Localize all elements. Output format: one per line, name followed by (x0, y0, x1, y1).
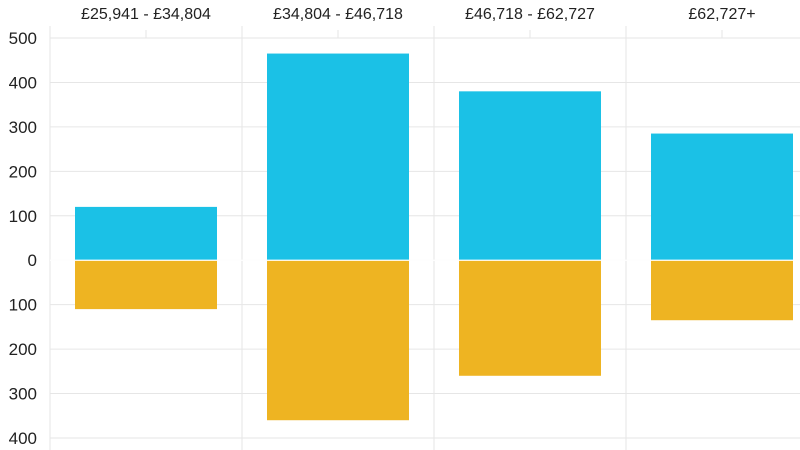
y-axis-ticks: 500 400 300 200 100 0 100 200 300 400 (9, 29, 37, 448)
bars (50, 53, 800, 421)
category-labels: £25,941 - £34,804 £34,804 - £46,718 £46,71… (81, 6, 756, 23)
y-tick-label: 500 (9, 29, 37, 48)
y-tick-label: 200 (9, 340, 37, 359)
y-tick-label: 300 (9, 118, 37, 137)
category-label: £34,804 - £46,718 (273, 6, 403, 23)
bar (267, 53, 409, 261)
y-tick-label: 100 (9, 296, 37, 315)
y-tick-label: 400 (9, 73, 37, 92)
category-label: £46,718 - £62,727 (465, 6, 595, 23)
y-tick-label: 300 (9, 385, 37, 404)
bar (75, 260, 217, 310)
y-tick-label: 200 (9, 162, 37, 181)
y-tick-label: 100 (9, 207, 37, 226)
bar (459, 91, 601, 261)
category-label: £25,941 - £34,804 (81, 6, 211, 23)
bar (459, 260, 601, 376)
y-tick-label: 400 (9, 429, 37, 448)
bar (651, 260, 793, 321)
bar (651, 133, 793, 261)
bar (75, 206, 217, 261)
category-label: £62,727+ (688, 6, 755, 23)
y-tick-label: 0 (28, 251, 37, 270)
bar (267, 260, 409, 421)
